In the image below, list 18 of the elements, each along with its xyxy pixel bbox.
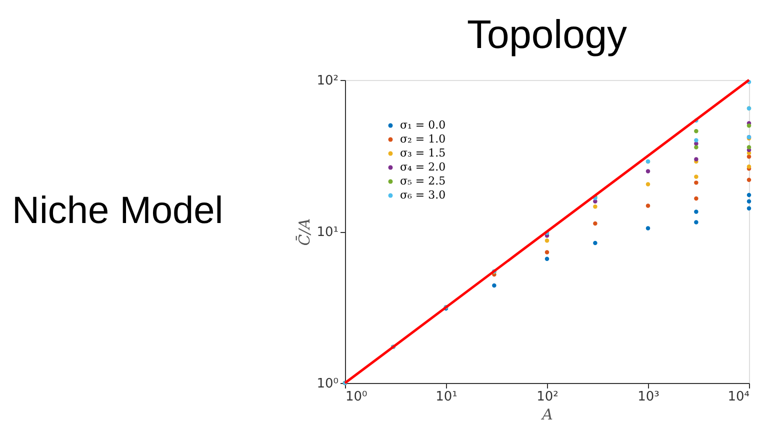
legend-label: σ₁ = 0.0: [400, 118, 446, 132]
legend-label: σ₃ = 1.5: [400, 146, 446, 160]
chart-title: Topology: [466, 13, 628, 57]
text: Niche Model: [12, 190, 224, 232]
y-tick-label: 10²: [316, 74, 338, 88]
x-tick-label: 10²: [536, 390, 558, 404]
y-tick-label: 10⁰: [316, 376, 338, 392]
legend-label: σ₂ = 1.0: [400, 132, 446, 146]
x-tick-label: 10⁴: [728, 390, 750, 404]
legend-label: σ₆ = 3.0: [400, 188, 446, 202]
y-tick-label: 10¹: [316, 225, 338, 240]
x-tick-label: 10¹: [436, 390, 458, 404]
legend-label: σ₅ = 2.5: [400, 174, 446, 188]
x-axis-title: A: [540, 406, 554, 424]
x-tick-label: 10³: [638, 390, 660, 404]
legend-label: σ₄ = 2.0: [400, 160, 446, 174]
x-tick-label: 10⁰: [346, 390, 368, 404]
y-axis-title: C̄/A: [295, 218, 314, 246]
